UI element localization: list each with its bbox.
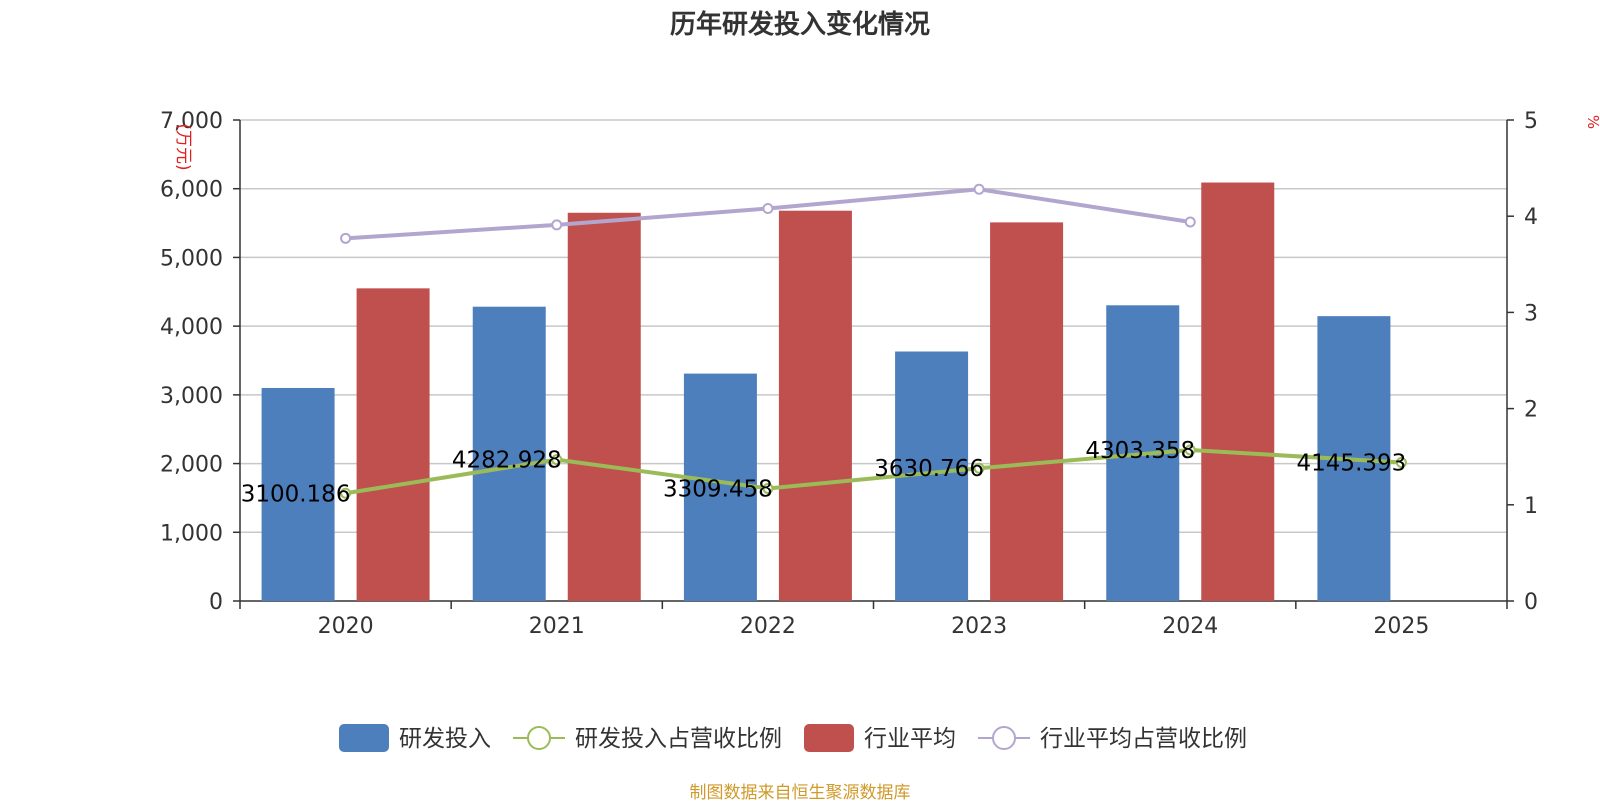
y-left-tick-label: 3,000 [160,384,223,409]
legend-swatch-marker [527,726,551,750]
y-right-axis-label: % [1584,115,1600,129]
bar-rd [261,387,335,601]
line-point [1395,456,1407,468]
y-left-tick-label: 5,000 [160,246,223,271]
y-right-tick-label: 5 [1524,109,1538,134]
data-label: 3630.766 [874,456,984,482]
bar-industry [990,222,1064,602]
chart-title: 历年研发投入变化情况 [670,9,930,40]
bar-industry [356,288,430,601]
legend-label: 研发投入 [399,726,491,752]
y-right-tick-label: 4 [1524,205,1538,230]
y-left-tick-label: 2,000 [160,453,223,478]
legend-label: 行业平均占营收比例 [1040,726,1247,752]
bar-rd [472,306,546,601]
x-tick-label: 2021 [529,614,585,639]
line-point [762,203,774,215]
y-right-tick-label: 1 [1524,494,1538,519]
y-left-tick-label: 6,000 [160,178,223,203]
line-point [973,462,985,474]
y-right-tick-label: 2 [1524,398,1538,423]
x-tick-label: 2024 [1162,614,1218,639]
data-label: 4303.358 [1085,438,1195,464]
y-right-tick-label: 0 [1524,590,1538,615]
line-point [551,219,563,231]
legend-swatch-bar [804,724,854,752]
x-tick-label: 2023 [951,614,1007,639]
y-right-tick-label: 3 [1524,301,1538,326]
data-label: 3309.458 [663,476,773,502]
data-label: 3100.186 [241,481,351,507]
line-point [973,183,985,195]
y-left-tick-label: 1,000 [160,521,223,546]
line-point [762,482,774,494]
line-series [345,447,1402,496]
y-left-tick-label: 4,000 [160,315,223,340]
legend-swatch-bar [339,724,389,752]
x-tick-label: 2025 [1373,614,1429,639]
y-left-tick-label: 7,000 [160,109,223,134]
source-note: 制图数据来自恒生聚源数据库 [689,783,911,803]
y-left-axis-label: (万元) [173,123,193,170]
line-point [551,454,563,466]
legend-label: 行业平均 [864,726,956,752]
line-point [340,232,352,244]
legend-label: 研发投入占营收比例 [575,726,782,752]
y-left-tick-label: 0 [209,590,223,615]
line-point [1184,216,1196,228]
x-tick-label: 2022 [740,614,796,639]
line-point [340,487,352,499]
bar-industry [778,210,852,601]
data-label: 4145.393 [1297,450,1407,476]
legend-swatch-marker [992,726,1016,750]
data-label: 4282.928 [452,448,562,474]
bar-industry [1201,182,1275,601]
bar-industry [567,212,641,601]
x-tick-label: 2020 [318,614,374,639]
line-point [1184,444,1196,456]
